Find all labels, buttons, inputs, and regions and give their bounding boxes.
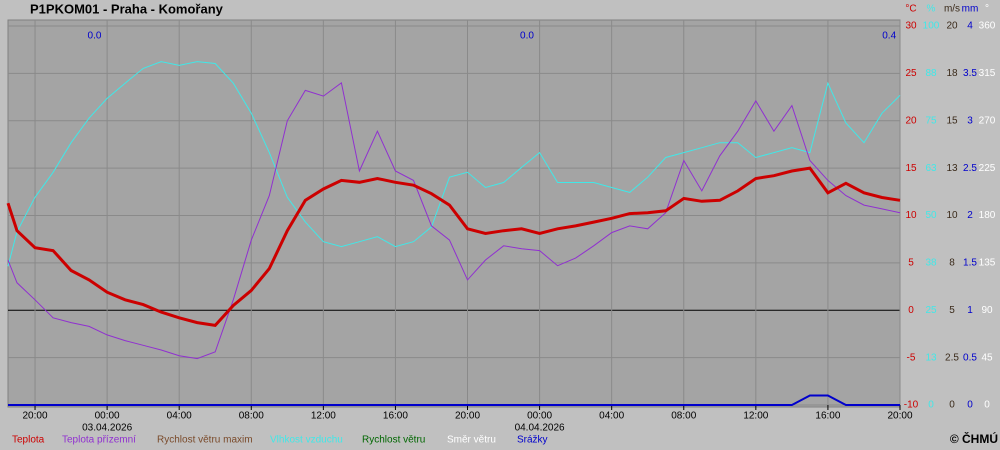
precip-sum-label: 0.0 <box>520 31 534 42</box>
legend-entry: Rychlost větru maxim <box>157 435 253 446</box>
date-label: 03.04.2026 <box>82 423 132 434</box>
series-line <box>6 166 901 328</box>
y-tick-label: 0 <box>949 400 955 411</box>
legend-entry: Teplota přízemní <box>62 435 136 446</box>
y-tick-label: 25 <box>905 68 917 79</box>
y-tick-label: 100 <box>923 21 940 32</box>
legend-entry: Rychlost větru <box>362 435 425 446</box>
y-tick-label: 15 <box>905 163 917 174</box>
x-tick-label: 08:00 <box>671 411 696 422</box>
axis-unit: % <box>927 4 936 15</box>
y-tick-label: 3 <box>967 115 973 126</box>
y-tick-label: 2.5 <box>945 352 959 363</box>
axis-unit: mm <box>962 4 979 15</box>
y-tick-label: 10 <box>905 210 917 221</box>
series-line <box>7 82 901 360</box>
y-tick-label: 90 <box>981 305 993 316</box>
y-tick-label: 75 <box>925 115 937 126</box>
y-tick-label: 1 <box>967 305 973 316</box>
y-tick-label: 0 <box>967 400 973 411</box>
y-tick-label: 3.5 <box>963 68 977 79</box>
precip-sum-label: 0.0 <box>88 31 102 42</box>
y-tick-label: -10 <box>904 400 919 411</box>
y-tick-label: 50 <box>925 210 937 221</box>
precip-sum-label: 0.4 <box>882 31 896 42</box>
x-tick-label: 04:00 <box>167 411 192 422</box>
y-tick-label: 5 <box>949 305 955 316</box>
y-tick-label: 0 <box>908 305 914 316</box>
x-tick-label: 16:00 <box>383 411 408 422</box>
x-tick-label: 20:00 <box>23 411 48 422</box>
x-tick-label: 16:00 <box>815 411 840 422</box>
y-tick-label: 25 <box>925 305 937 316</box>
y-tick-label: 180 <box>979 210 996 221</box>
y-tick-label: 5 <box>908 258 914 269</box>
y-tick-label: 88 <box>925 68 937 79</box>
axis-unit: °C <box>905 4 916 15</box>
y-tick-label: 315 <box>979 68 996 79</box>
y-tick-label: 4 <box>967 21 973 32</box>
y-tick-label: 360 <box>979 21 996 32</box>
chart-title: P1PKOM01 - Praha - Komořany <box>30 1 224 16</box>
y-tick-label: 10 <box>946 210 958 221</box>
y-tick-label: 0 <box>928 400 934 411</box>
y-tick-label: 8 <box>949 258 955 269</box>
x-tick-label: 20:00 <box>887 411 912 422</box>
y-tick-label: 18 <box>946 68 958 79</box>
y-tick-label: 1.5 <box>963 258 977 269</box>
legend-entry: Směr větru <box>447 435 496 446</box>
x-tick-label: 00:00 <box>527 411 552 422</box>
y-tick-label: 0 <box>984 400 990 411</box>
y-tick-label: 63 <box>925 163 937 174</box>
y-tick-label: 45 <box>981 352 993 363</box>
copyright: © ČHMÚ <box>950 431 998 446</box>
x-tick-label: 12:00 <box>743 411 768 422</box>
series-line <box>8 394 900 406</box>
series-line <box>7 61 901 267</box>
date-label: 04.04.2026 <box>515 423 565 434</box>
y-tick-label: 0.5 <box>963 352 977 363</box>
x-tick-label: 20:00 <box>455 411 480 422</box>
y-tick-label: 20 <box>905 115 917 126</box>
y-tick-label: 38 <box>925 258 937 269</box>
axis-unit: ° <box>985 4 989 15</box>
x-tick-label: 00:00 <box>95 411 120 422</box>
y-tick-label: 13 <box>946 163 958 174</box>
y-tick-label: 15 <box>946 115 958 126</box>
y-tick-label: 13 <box>925 352 937 363</box>
y-tick-label: 20 <box>946 21 958 32</box>
y-tick-label: 135 <box>979 258 996 269</box>
x-tick-label: 12:00 <box>311 411 336 422</box>
legend-entry: Teplota <box>12 435 45 446</box>
y-tick-label: 270 <box>979 115 996 126</box>
x-tick-label: 08:00 <box>239 411 264 422</box>
y-tick-label: -5 <box>907 352 916 363</box>
y-tick-label: 2 <box>967 210 973 221</box>
legend-entry: Srážky <box>517 435 548 446</box>
y-tick-label: 225 <box>979 163 996 174</box>
axis-unit: m/s <box>944 4 960 15</box>
y-tick-label: 2.5 <box>963 163 977 174</box>
y-tick-label: 30 <box>905 21 917 32</box>
x-tick-label: 04:00 <box>599 411 624 422</box>
legend-entry: Vlhkost vzduchu <box>270 435 343 446</box>
